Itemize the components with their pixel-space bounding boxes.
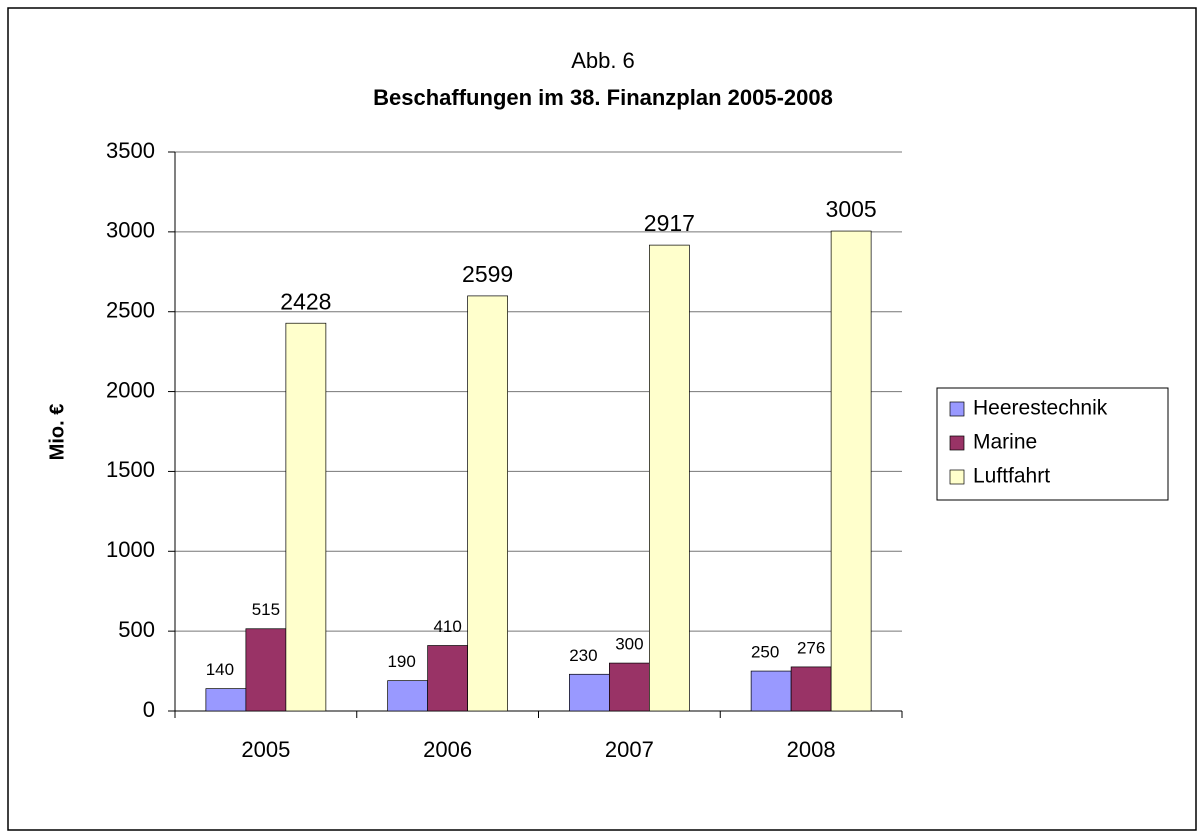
value-label: 410	[433, 617, 461, 636]
bar	[467, 295, 508, 712]
y-axis-label: Mio. €	[46, 404, 68, 461]
value-label: 3005	[826, 196, 877, 222]
bar	[649, 244, 690, 712]
bar	[387, 680, 428, 712]
x-tick-label: 2007	[605, 737, 654, 762]
value-label: 190	[387, 652, 415, 671]
bar	[750, 670, 792, 712]
y-tick-label: 1000	[106, 537, 155, 562]
legend-label: Marine	[973, 431, 1037, 454]
bar	[830, 230, 872, 712]
y-tick-label: 3000	[106, 218, 155, 243]
value-label: 276	[797, 638, 825, 657]
y-tick-label: 2000	[106, 377, 155, 402]
y-tick-label: 2500	[106, 298, 155, 323]
bar	[285, 322, 327, 712]
bar	[427, 645, 468, 712]
value-label: 250	[751, 643, 779, 662]
bar	[569, 673, 610, 712]
chart-title: Abb. 6	[571, 48, 635, 73]
bar	[245, 628, 287, 712]
value-label: 515	[252, 600, 280, 619]
y-tick-label: 3500	[106, 138, 155, 163]
legend-swatch	[949, 469, 965, 485]
y-tick-label: 1500	[106, 457, 155, 482]
bar	[205, 688, 247, 712]
legend-box	[936, 387, 1169, 501]
x-tick-label: 2006	[423, 737, 472, 762]
legend-swatch	[949, 435, 965, 451]
y-tick-label: 0	[143, 697, 155, 722]
legend-swatch	[949, 401, 965, 417]
bar	[790, 666, 832, 712]
legend-label: Luftfahrt	[973, 465, 1050, 488]
value-label: 2428	[280, 288, 331, 314]
bar	[609, 662, 650, 712]
value-label: 230	[569, 646, 597, 665]
value-label: 300	[615, 635, 643, 654]
value-label: 2599	[462, 261, 513, 287]
x-tick-label: 2005	[241, 737, 290, 762]
legend-label: Heerestechnik	[973, 397, 1108, 420]
chart-subtitle: Beschaffungen im 38. Finanzplan 2005-200…	[373, 85, 833, 110]
x-tick-label: 2008	[787, 737, 836, 762]
value-label: 2917	[644, 210, 695, 236]
y-tick-label: 500	[118, 617, 155, 642]
value-label: 140	[206, 660, 234, 679]
